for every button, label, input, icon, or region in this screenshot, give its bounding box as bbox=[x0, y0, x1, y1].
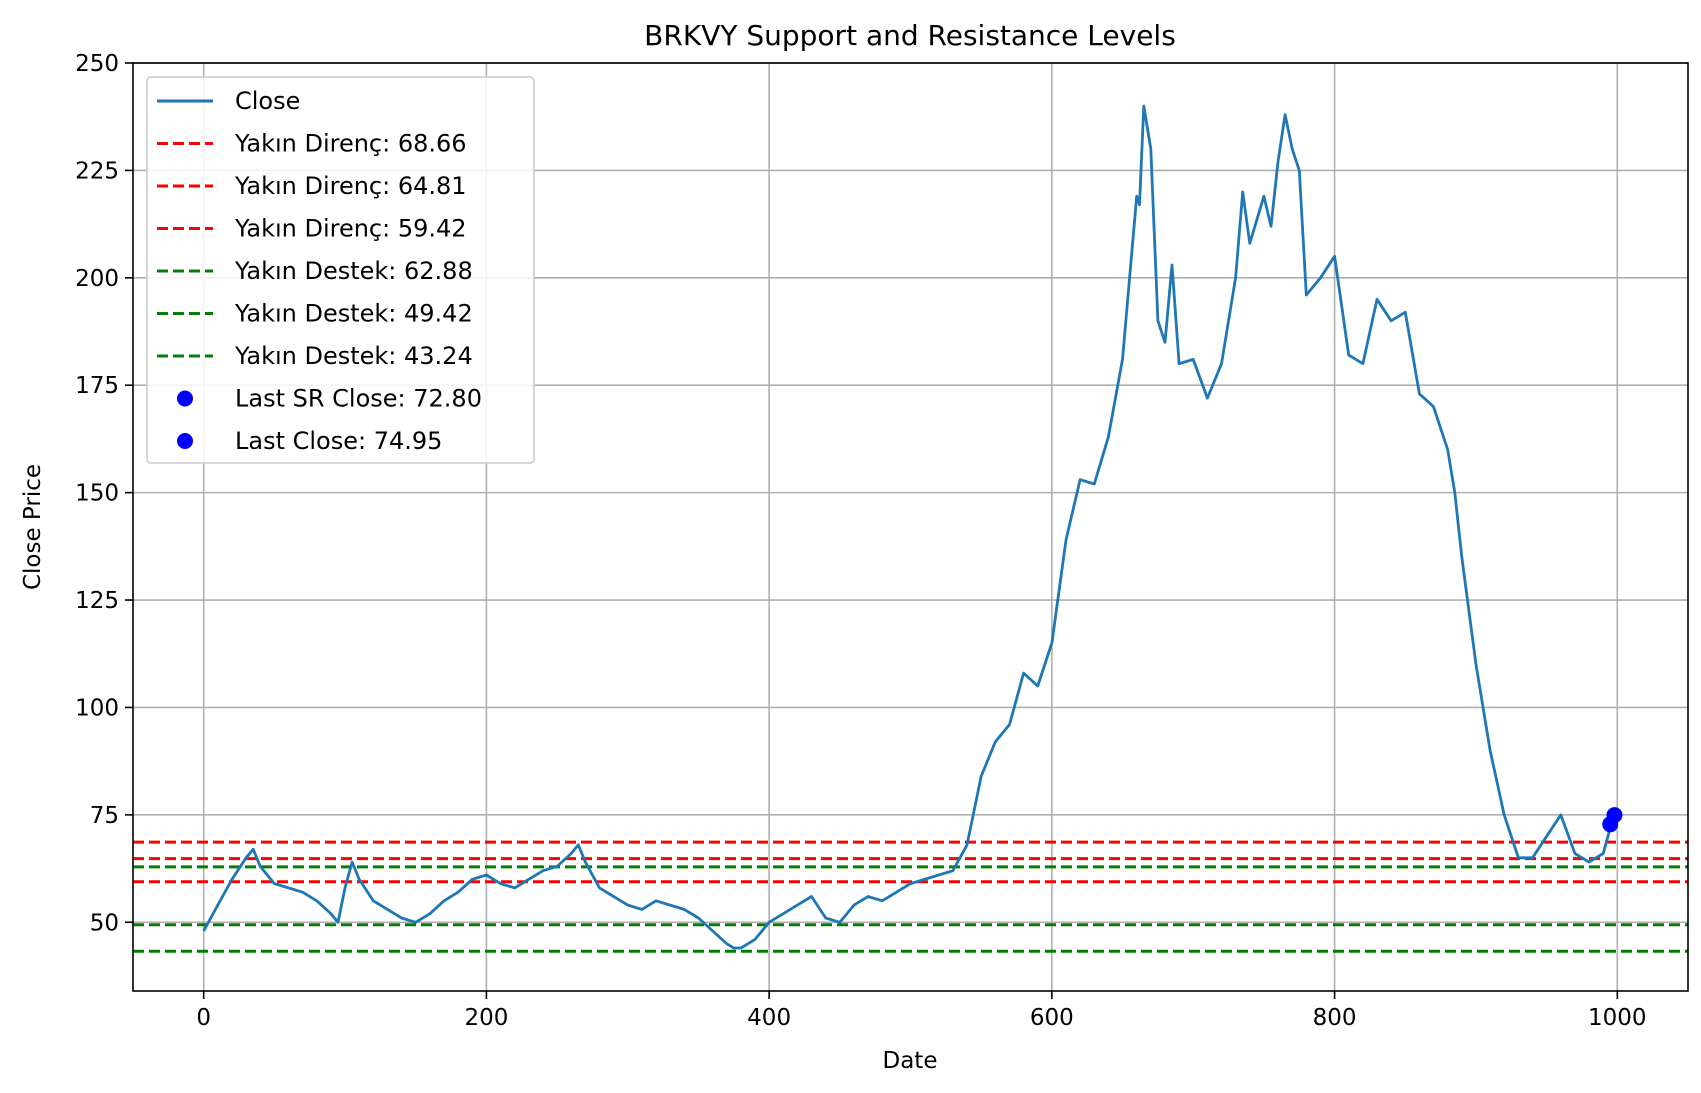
axis-ticks: 0 200 400 600 800 1000 50 75 100 125 150 175 200 225 2… bbox=[75, 51, 1646, 1031]
x-tick-label: 1000 bbox=[1588, 1005, 1647, 1031]
y-tick-label: 125 bbox=[75, 588, 119, 614]
x-tick-label: 400 bbox=[747, 1005, 791, 1031]
legend-label: Yakın Direnç: 59.42 bbox=[234, 215, 467, 243]
last-close-point bbox=[1606, 807, 1623, 824]
close-series bbox=[202, 104, 1616, 950]
x-tick-label: 0 bbox=[196, 1005, 211, 1031]
y-tick-label: 250 bbox=[75, 51, 119, 77]
y-tick-label: 100 bbox=[75, 695, 119, 721]
y-tick-label: 225 bbox=[75, 158, 119, 184]
y-tick-label: 175 bbox=[75, 373, 119, 399]
marker-points bbox=[1602, 807, 1623, 833]
y-tick-label: 150 bbox=[75, 481, 119, 507]
x-tick-label: 800 bbox=[1313, 1005, 1357, 1031]
x-tick-label: 600 bbox=[1030, 1005, 1074, 1031]
legend: Close Yakın Direnç: 68.66 Yakın Direnç: 64… bbox=[146, 76, 535, 464]
legend-marker bbox=[177, 390, 193, 407]
chart-title: BRKVY Support and Resistance Levels bbox=[644, 19, 1176, 52]
x-axis-title: Date bbox=[883, 1048, 938, 1074]
level-lines bbox=[133, 840, 1688, 953]
y-tick-label: 200 bbox=[75, 266, 119, 292]
legend-label: Yakın Destek: 49.42 bbox=[234, 300, 473, 328]
x-tick-label: 200 bbox=[464, 1005, 508, 1031]
y-tick-label: 50 bbox=[90, 910, 119, 936]
legend-label: Last Close: 74.95 bbox=[235, 427, 442, 455]
legend-label: Yakın Destek: 62.88 bbox=[234, 257, 473, 285]
legend-label: Last SR Close: 72.80 bbox=[235, 385, 482, 413]
legend-label: Yakın Direnç: 64.81 bbox=[234, 172, 467, 200]
y-tick-label: 75 bbox=[90, 803, 119, 829]
plot-frame bbox=[132, 62, 1689, 992]
y-axis-title: Close Price bbox=[20, 464, 46, 590]
legend-label: Yakın Direnç: 68.66 bbox=[234, 130, 467, 158]
close-line bbox=[202, 104, 1616, 950]
legend-box bbox=[146, 76, 535, 464]
legend-marker bbox=[177, 433, 193, 449]
legend-label: Yakın Destek: 43.24 bbox=[234, 342, 473, 370]
legend-label: Close bbox=[235, 87, 300, 115]
